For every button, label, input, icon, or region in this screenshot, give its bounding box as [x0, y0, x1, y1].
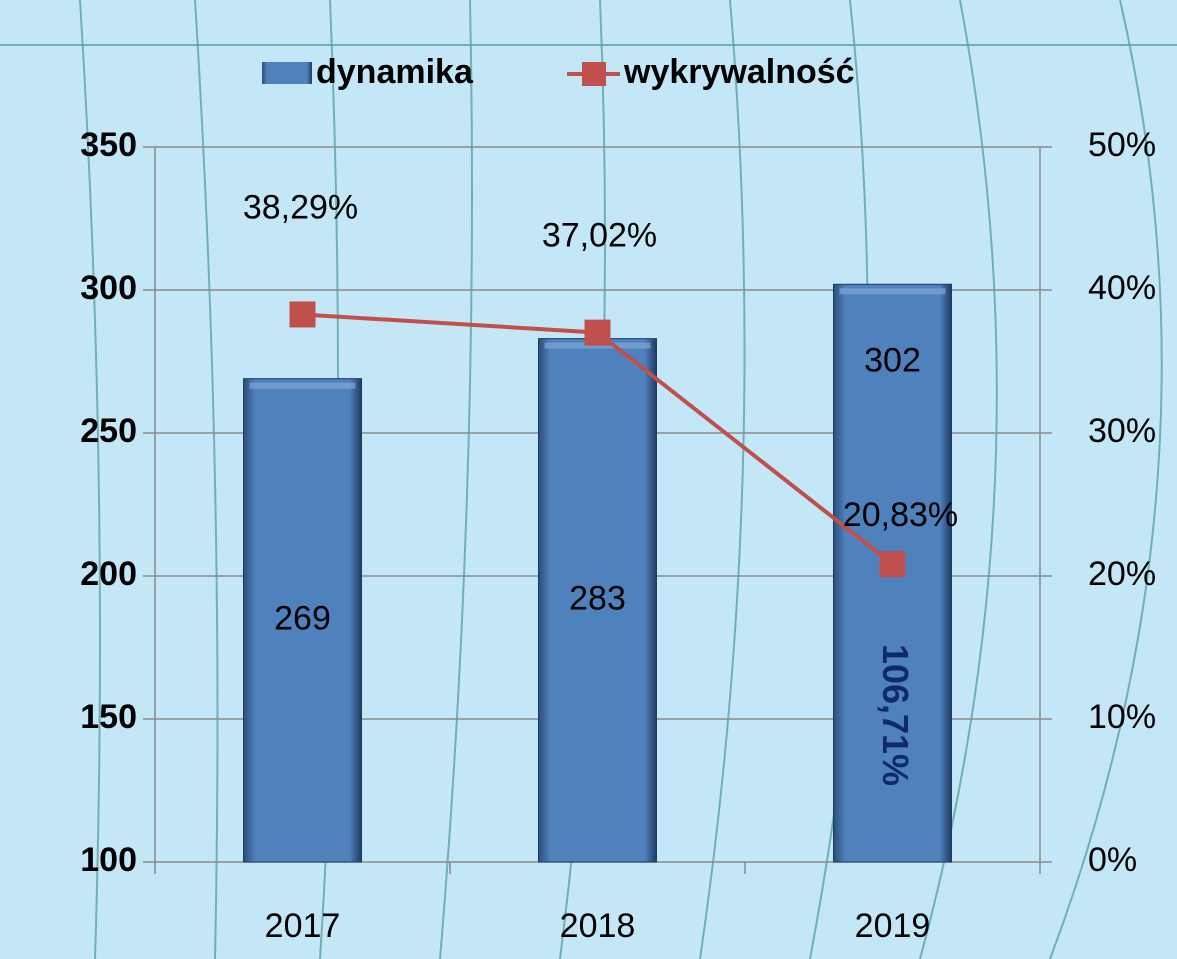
bar-value-label: 283: [569, 579, 626, 617]
y2-tick-label: 10%: [1088, 698, 1156, 736]
bar: [243, 378, 362, 863]
legend-label: dynamika: [316, 53, 474, 91]
bar-bevel: [839, 288, 946, 295]
line-value-label: 37,02%: [542, 217, 657, 255]
legend: dynamika wykrywalność: [262, 53, 855, 91]
y2-tick-label: 20%: [1088, 555, 1156, 593]
line-value-label: 38,29%: [243, 188, 358, 226]
annotation: 106,71%: [875, 644, 916, 786]
legend-marker: [582, 62, 606, 86]
line-marker: [289, 301, 316, 328]
x-tick-label: 2018: [560, 907, 636, 945]
y2-tick-label: 40%: [1088, 269, 1156, 307]
bar-value-label: 302: [864, 341, 921, 379]
line-marker: [879, 551, 906, 578]
legend-bar-swatch: [262, 62, 312, 84]
y2-tick-label: 0%: [1088, 841, 1137, 879]
bar: [538, 338, 657, 863]
x-tick-label: 2019: [855, 907, 931, 945]
y-tick-label: 300: [80, 269, 137, 307]
line-value-label: 20,83%: [843, 496, 958, 534]
line-marker: [584, 319, 611, 346]
x-tick-label: 2017: [265, 907, 341, 945]
legend-label: wykrywalność: [623, 53, 855, 91]
y-tick-label: 350: [80, 126, 137, 164]
y2-tick-label: 50%: [1088, 126, 1156, 164]
y2-tick-label: 30%: [1088, 412, 1156, 450]
y-tick-label: 250: [80, 412, 137, 450]
y-tick-label: 150: [80, 698, 137, 736]
y-tick-label: 100: [80, 841, 137, 879]
y-tick-label: 200: [80, 555, 137, 593]
plot-area: 100 150 200 250 300 350 0% 10% 20% 30% 40% 50% 2017 2…: [80, 126, 1156, 945]
bar-bevel: [249, 382, 356, 389]
bar-value-label: 269: [274, 599, 331, 637]
bar-bevel: [544, 342, 651, 349]
